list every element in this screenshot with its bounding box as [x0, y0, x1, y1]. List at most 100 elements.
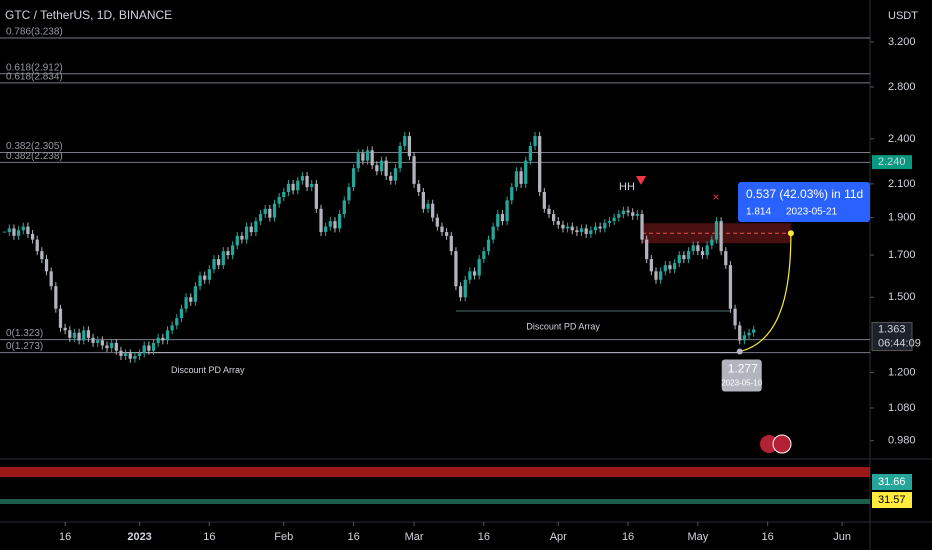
x-tick-label: Mar: [405, 531, 424, 543]
x-tick-label: Apr: [550, 531, 567, 543]
candle-body: [356, 153, 360, 169]
fib-label: 0.786(3.238): [6, 27, 63, 38]
candle-body: [96, 340, 100, 343]
candle-body: [752, 329, 756, 333]
candle-body: [747, 332, 751, 336]
x-tick-label: Jun: [833, 531, 851, 543]
fib-label: 0.382(2.238): [6, 151, 63, 162]
candle-body: [431, 203, 435, 218]
projection-curve: [739, 233, 792, 353]
candle-body: [347, 187, 351, 201]
price-mark-label: 1.363: [878, 323, 906, 335]
candle-body: [524, 160, 528, 184]
low-label: 1.277: [728, 362, 758, 376]
plot: [3, 132, 756, 363]
indicator-mark-label: 31.57: [878, 494, 906, 506]
candle-body: [528, 145, 533, 161]
candle-body: [598, 226, 602, 229]
x-tick-label: 16: [59, 531, 71, 543]
candle-body: [552, 214, 556, 222]
candle-body: [575, 230, 579, 233]
candle-body: [640, 214, 644, 240]
candle-body: [175, 318, 179, 326]
candle-body: [7, 228, 11, 233]
candle-body: [696, 245, 700, 252]
candle-body: [445, 232, 449, 236]
candle-body: [486, 239, 491, 252]
event-icon[interactable]: [772, 434, 792, 454]
candle-body: [58, 308, 63, 328]
discount-label: Discount PD Array: [171, 365, 245, 375]
projection-box: [738, 182, 870, 222]
candle-body: [398, 145, 402, 169]
y-tick-label: 2.400: [888, 133, 916, 145]
candle-body: [165, 330, 170, 341]
candle-body: [342, 200, 346, 215]
candle-body: [482, 251, 486, 260]
candle-body: [468, 271, 472, 280]
candle-body: [510, 187, 514, 201]
y-tick-label: 2.100: [888, 178, 916, 190]
indicator-mark-box: [872, 474, 912, 490]
candle-body: [403, 136, 407, 146]
candle-body: [728, 265, 733, 309]
candle-body: [151, 342, 156, 351]
candle-body: [691, 245, 695, 252]
candle-body: [607, 221, 612, 223]
candle-body: [114, 342, 118, 351]
x-tick-label: Feb: [274, 531, 293, 543]
candle-body: [72, 332, 77, 338]
candle-body: [621, 210, 626, 215]
candle-body: [412, 156, 416, 184]
candle-body: [538, 136, 542, 192]
candle-body: [179, 308, 184, 319]
candle-body: [645, 239, 649, 260]
candle-body: [677, 255, 681, 264]
candle-body: [296, 180, 300, 191]
fib-label: 0(1.273): [6, 341, 43, 352]
candle-body: [724, 251, 728, 266]
fib-label: 0.382(2.305): [6, 141, 63, 152]
candle-body: [733, 308, 737, 326]
candle-body: [738, 325, 742, 341]
candle-body: [207, 269, 211, 280]
y-tick-label: 0.980: [888, 435, 916, 447]
candle-body: [277, 196, 281, 204]
candle-body: [35, 239, 39, 252]
candle-body: [319, 208, 323, 233]
candle-body: [458, 286, 463, 298]
candle-body: [305, 175, 309, 188]
candle-body: [361, 153, 365, 161]
y-tick-label: 1.900: [888, 212, 916, 224]
candle-body: [407, 136, 412, 157]
hh-label: HH: [619, 181, 635, 193]
candle-body: [533, 136, 537, 146]
x-tick-label: May: [687, 531, 708, 543]
candle-body: [147, 345, 151, 351]
x-tick-label: 2023: [127, 531, 151, 543]
candle-body: [561, 224, 565, 229]
candle-body: [421, 191, 425, 209]
candle-body: [184, 297, 188, 309]
chart-title: GTC / TetherUS, 1D, BINANCE: [5, 8, 172, 22]
candle-body: [435, 217, 439, 227]
candle-body: [44, 259, 49, 272]
candle-body: [249, 226, 253, 233]
candle-body: [389, 175, 393, 181]
candle-body: [258, 214, 263, 222]
candle-body: [86, 330, 91, 338]
low-box: [721, 359, 762, 392]
candle-body: [375, 165, 379, 172]
price-mark-box: [872, 155, 912, 170]
candle-body: [514, 171, 519, 188]
candle-body: [477, 259, 481, 276]
candle-body: [454, 251, 458, 287]
candle-body: [161, 337, 165, 341]
candle-body: [221, 251, 225, 266]
candle-body: [719, 221, 723, 252]
candle-body: [26, 226, 30, 234]
event-icon[interactable]: [760, 435, 778, 453]
candle-body: [156, 337, 160, 343]
y-tick-label: 1.700: [888, 249, 916, 261]
